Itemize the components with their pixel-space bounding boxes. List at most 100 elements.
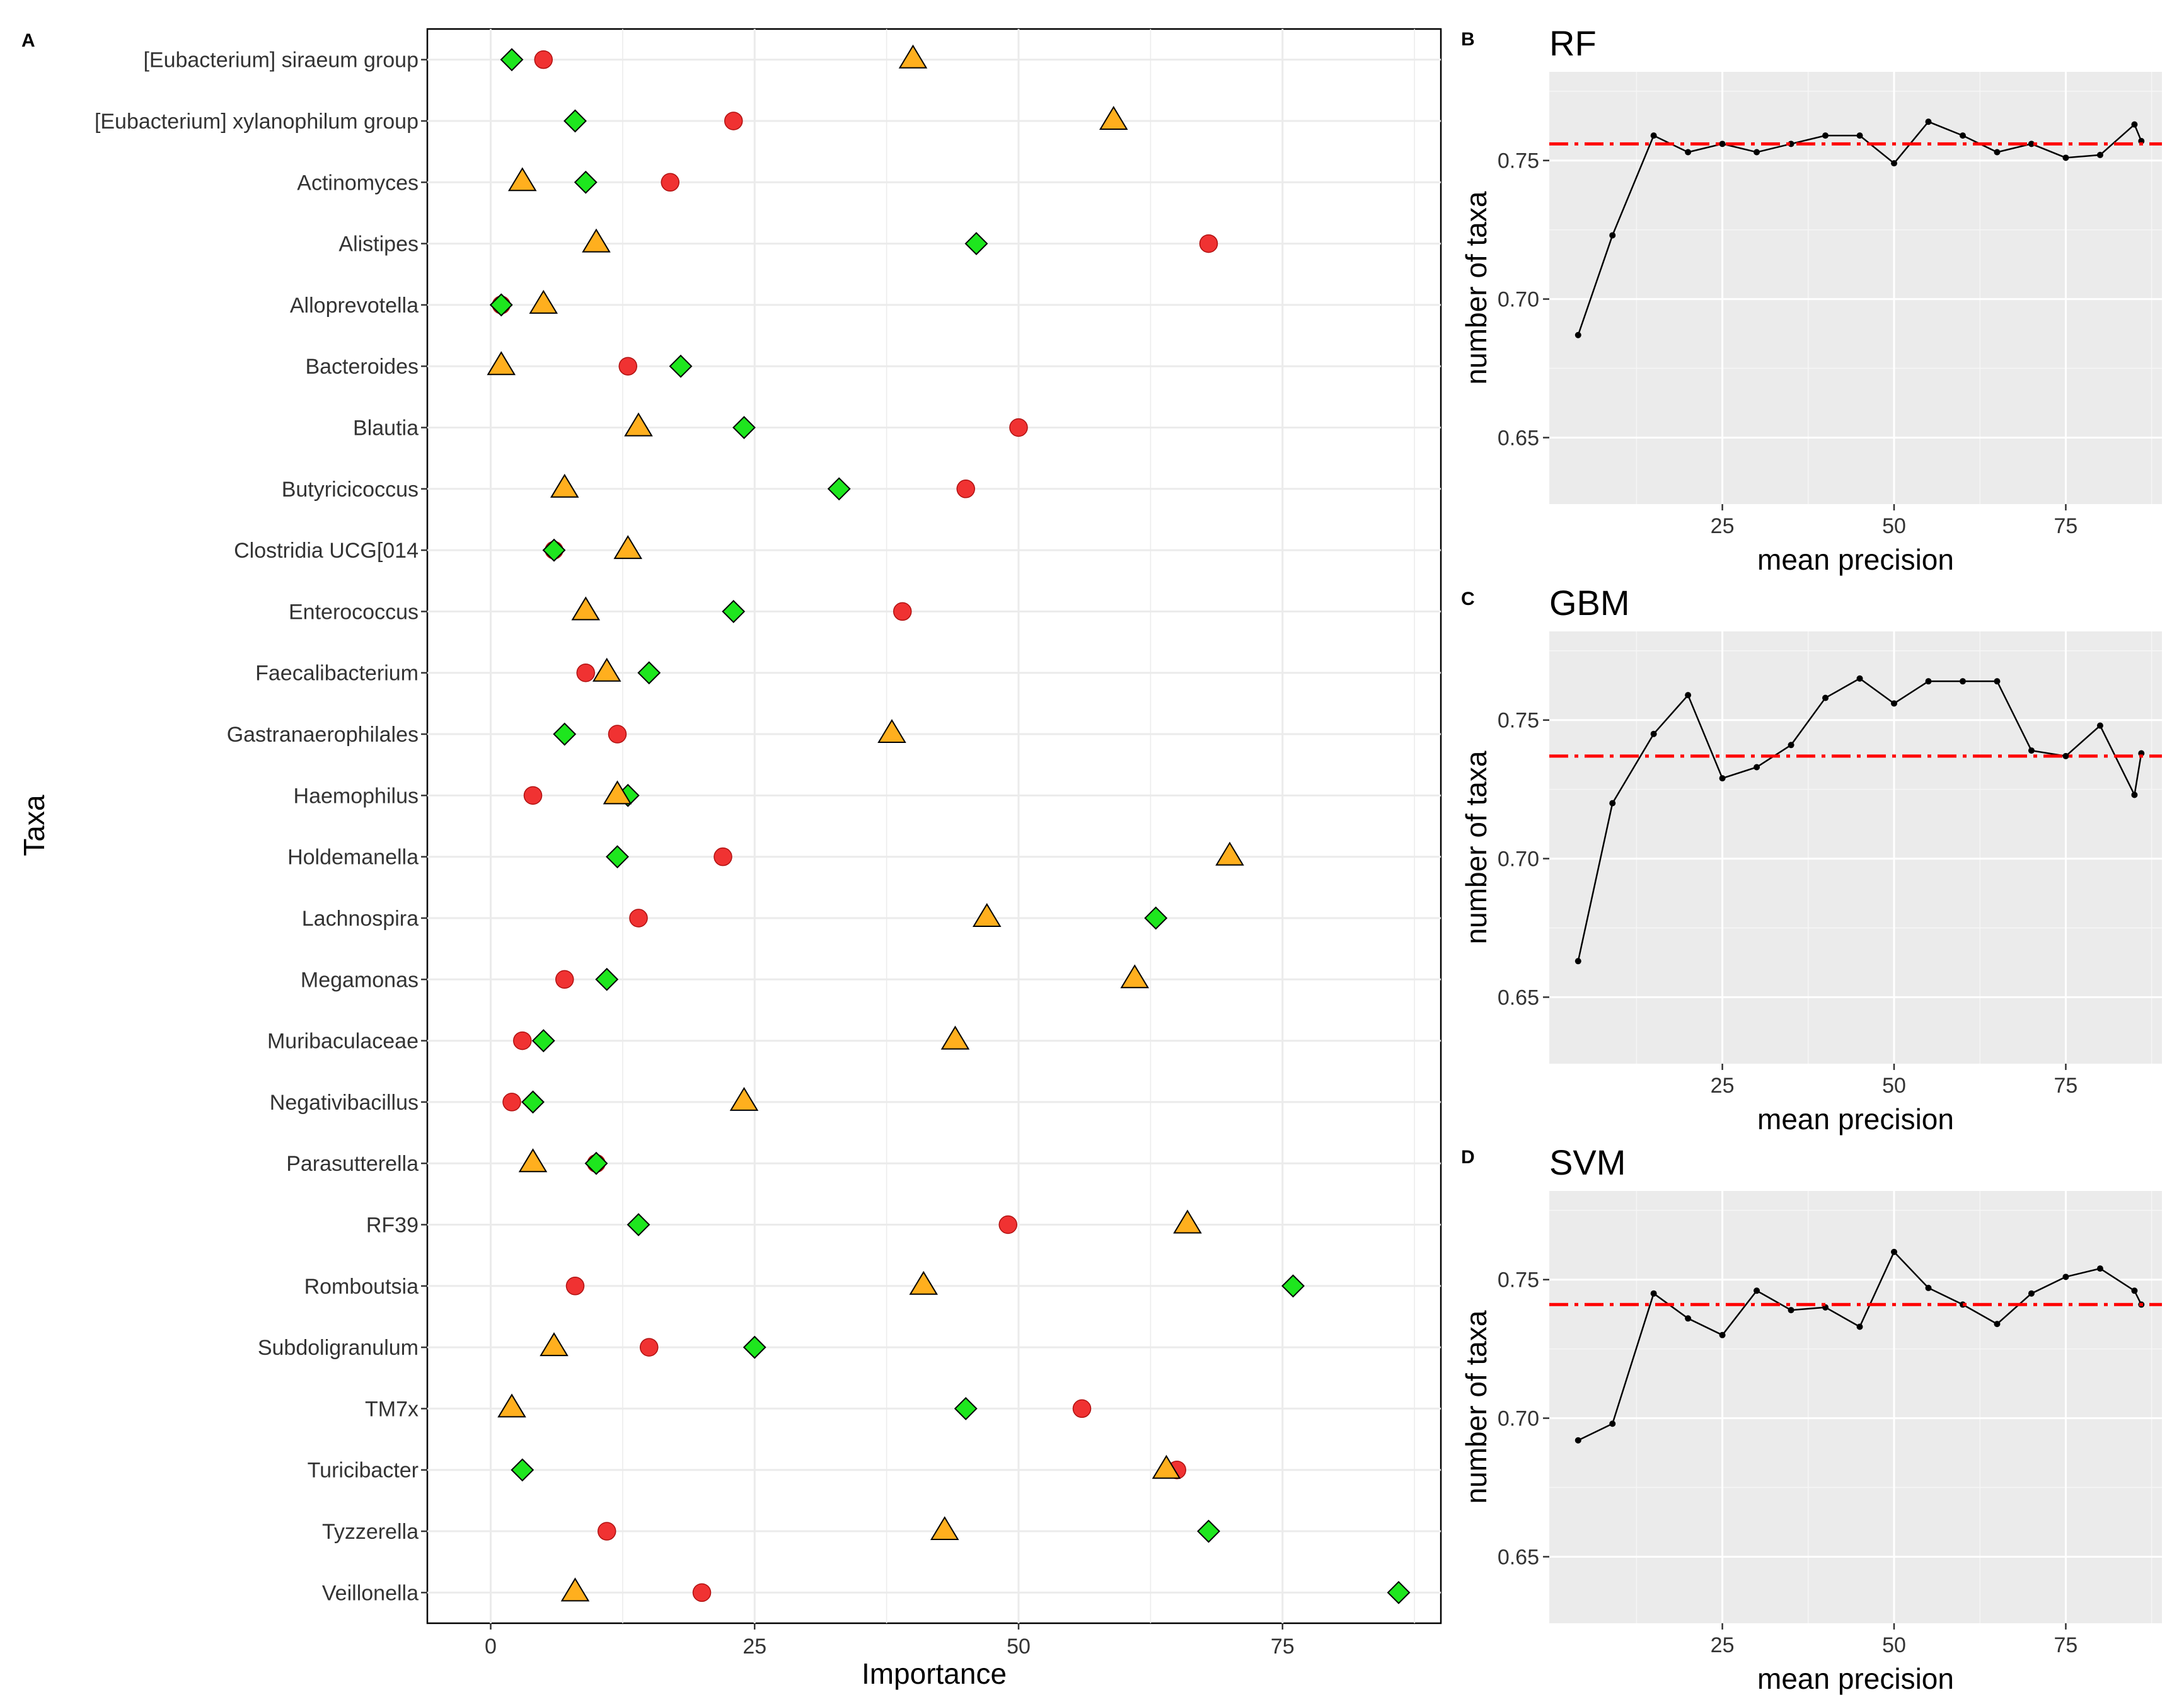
triangle-point-turicibacter: [1152, 1454, 1181, 1479]
diamond-point-bacteroides: [669, 354, 693, 378]
diamond-point-blautia: [732, 416, 756, 439]
diamond-point-gastranaerophilales: [553, 722, 577, 746]
panel-c-y-tick-label: 0.70: [1498, 848, 1539, 871]
panel-b-point: [1609, 232, 1616, 239]
taxon-label-holdemanella: Holdemanella: [287, 846, 419, 870]
triangle-point-haemophilus: [603, 780, 632, 805]
circle-point-rf39: [998, 1215, 1017, 1234]
panel-b-point: [2131, 121, 2138, 128]
triangle-point-clostridia-ucg-014: [613, 535, 643, 560]
panel-a-x-axis-title: Importance: [862, 1657, 1007, 1690]
panel-b-x-tick-label: 75: [2054, 514, 2078, 538]
triangle-point-rf39: [1173, 1209, 1202, 1234]
triangle-point-romboutsia: [909, 1270, 939, 1295]
circle-point-muribaculaceae: [513, 1031, 532, 1050]
panel-c-point: [1574, 958, 1581, 965]
triangle-point-holdemanella: [1215, 841, 1244, 866]
panel-b-point: [1650, 132, 1657, 139]
panel-c-x-tick-label: 75: [2054, 1074, 2078, 1098]
panel-b-x-axis-title: mean precision: [1757, 543, 1954, 576]
triangle-point-gastranaerophilales: [877, 719, 906, 744]
taxon-label-clostridia-ucg-014: Clostridia UCG[014: [234, 539, 419, 563]
panel-b-point: [1959, 132, 1966, 139]
taxon-label-faecalibacterium: Faecalibacterium: [255, 662, 419, 686]
panel-d-y-axis-title: number of taxa: [1460, 1310, 1493, 1504]
panel-c-plot-area: [1549, 631, 2162, 1064]
taxon-label-veillonella: Veillonella: [322, 1581, 419, 1605]
taxon-label-negativibacillus: Negativibacillus: [270, 1091, 419, 1115]
circle-point-subdoligranulum: [640, 1338, 659, 1357]
taxon-label-romboutsia: Romboutsia: [304, 1275, 419, 1299]
panel-c-point: [2096, 722, 2103, 729]
panel-c-point: [2062, 752, 2069, 759]
diamond-point-tm7x: [954, 1397, 978, 1420]
panel-b-point: [2028, 141, 2035, 147]
panel-c-point: [1925, 678, 1932, 685]
triangle-point-megamonas: [1120, 964, 1150, 989]
panel-c-point: [2028, 747, 2035, 754]
panel-b-point: [1822, 132, 1829, 139]
panel-d-x-axis-title: mean precision: [1757, 1662, 1954, 1695]
taxon-label-muribaculaceae: Muribaculaceae: [267, 1030, 419, 1054]
triangle-point-parasutterella: [518, 1148, 548, 1173]
panel-d-point: [2028, 1290, 2035, 1297]
circle-point-veillonella: [692, 1583, 712, 1602]
panel-b-point: [1754, 149, 1760, 156]
taxon-label-bacteroides: Bacteroides: [305, 355, 419, 379]
panel-c-point: [1788, 742, 1794, 749]
taxon-label-alloprevotella: Alloprevotella: [290, 294, 419, 318]
panel-c-point: [1822, 694, 1829, 701]
panel-c-x-tick-label: 50: [1882, 1074, 1906, 1098]
panel-b-point: [1994, 149, 2001, 156]
panel-c-point: [1650, 730, 1657, 737]
panel-d-point: [1754, 1287, 1760, 1294]
panel-d-y-tick-label: 0.65: [1498, 1545, 1539, 1569]
panel-d: D SVM 25 50 75 0.65 0.70 0.75 mean precision numb…: [1460, 1142, 2162, 1695]
circle-point-romboutsia: [565, 1277, 585, 1296]
triangle-point-alloprevotella: [529, 289, 558, 314]
diamond-point-eubacterium-xylanophilum-group: [563, 109, 587, 133]
diamond-point-negativibacillus: [521, 1090, 545, 1114]
triangle-point-butyricicoccus: [550, 473, 579, 498]
taxon-label-haemophilus: Haemophilus: [294, 784, 419, 808]
circle-point-butyricicoccus: [956, 480, 975, 498]
panel-d-point: [1788, 1307, 1794, 1314]
panel-d-point: [1925, 1284, 1932, 1291]
circle-point-enterococcus: [893, 602, 912, 621]
taxon-label-enterococcus: Enterococcus: [289, 600, 419, 624]
panel-c-point: [1609, 800, 1616, 807]
diamond-point-clostridia-ucg-014: [542, 538, 566, 562]
panel-a-letter: A: [21, 30, 35, 51]
diamond-point-enterococcus: [722, 600, 746, 623]
panel-c-point: [1719, 775, 1726, 782]
panel-c-point: [1959, 678, 1966, 685]
panel-d-point: [1650, 1290, 1657, 1297]
panel-d-point: [2131, 1287, 2138, 1294]
panel-d-plot-area: [1549, 1191, 2162, 1623]
panel-b-y-tick-label: 0.65: [1498, 426, 1539, 450]
circle-point-tyzzerella: [598, 1522, 616, 1541]
triangle-point-tyzzerella: [930, 1516, 959, 1541]
panel-b-point: [1856, 132, 1863, 139]
taxon-label-eubacterium-xylanophilum-group: [Eubacterium] xylanophilum group: [95, 110, 419, 134]
panel-b-plot-area: [1549, 72, 2162, 504]
panel-b: B RF 25 50 75 0.65 0.70 0.75 mean precision numbe…: [1460, 23, 2162, 576]
diamond-point-turicibacter: [511, 1458, 534, 1482]
panel-b-point: [1891, 160, 1898, 167]
taxon-label-actinomyces: Actinomyces: [297, 171, 419, 195]
diamond-point-faecalibacterium: [637, 661, 661, 685]
panel-d-x-tick-label: 25: [1711, 1633, 1735, 1657]
panel-d-y-tick-label: 0.75: [1498, 1268, 1539, 1292]
taxon-label-tm7x: TM7x: [365, 1397, 419, 1421]
panel-d-point: [1719, 1331, 1726, 1338]
panel-d-point: [1685, 1315, 1692, 1322]
circle-point-blautia: [1009, 418, 1028, 437]
panel-a-plot-area: [426, 28, 1442, 1624]
circle-point-gastranaerophilales: [608, 725, 627, 744]
panel-c-point: [1891, 700, 1898, 707]
panel-b-y-tick-label: 0.70: [1498, 288, 1539, 312]
diamond-point-rf39: [627, 1213, 650, 1236]
diamond-point-holdemanella: [606, 845, 629, 869]
taxon-label-tyzzerella: Tyzzerella: [322, 1520, 419, 1544]
taxon-label-butyricicoccus: Butyricicoccus: [282, 478, 419, 502]
